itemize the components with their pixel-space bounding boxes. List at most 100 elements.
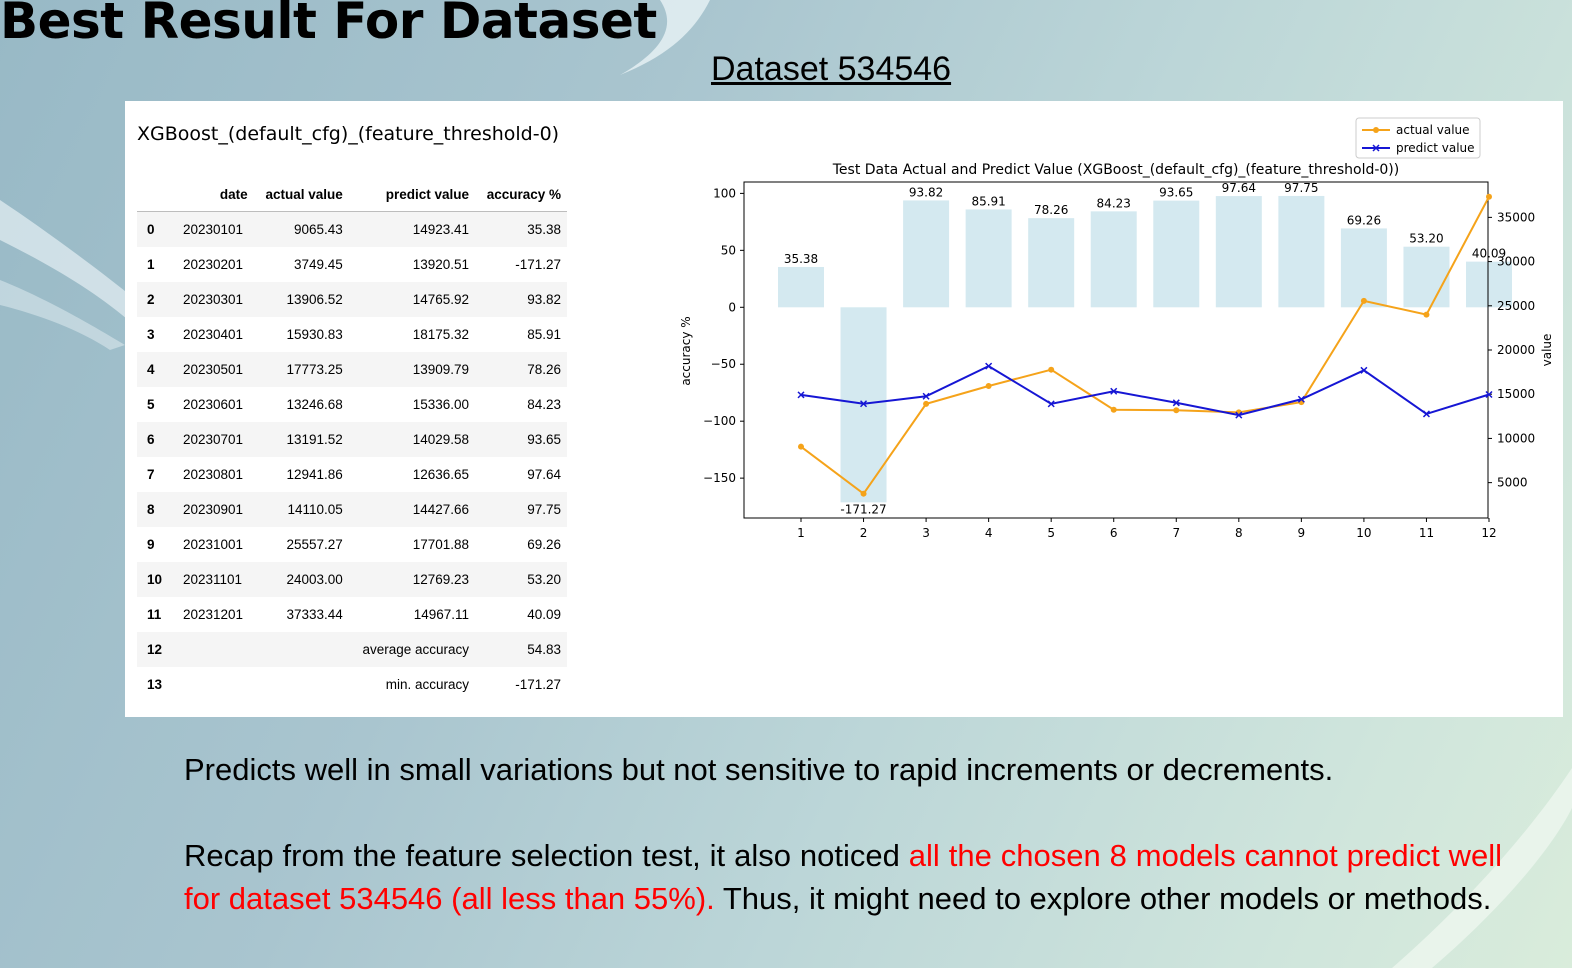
chart-title: Test Data Actual and Predict Value (XGBo… [832,162,1400,178]
row-accuracy: 84.23 [527,397,561,412]
actual-value-point [860,490,867,497]
row-index: 6 [147,432,155,447]
y-tick-label: 0 [728,300,736,314]
row-date: 20230601 [183,397,244,412]
row-index: 10 [147,572,163,587]
accuracy-bar [1278,195,1325,308]
row-date: 20230101 [183,222,244,237]
y-tick-label: 50 [721,243,736,257]
y2-tick-label: 5000 [1497,476,1528,490]
column-header-date: date [179,177,254,212]
row-actual-value: 14110.05 [287,502,343,517]
y-tick-label: −100 [703,414,736,428]
x-tick-label: 10 [1356,526,1371,540]
column-header-index [137,177,179,212]
row-index: 4 [147,362,155,377]
row-date: 20230201 [183,257,244,272]
accuracy-bar [1215,196,1262,308]
bar-value-label: -171.27 [840,502,886,516]
row-accuracy: 35.38 [527,222,561,237]
x-tick-label: 3 [922,526,930,540]
recap-text-start: Recap from the feature selection test, i… [184,838,909,873]
bar-value-label: 97.75 [1284,181,1318,195]
row-actual-value: 17773.25 [286,362,343,377]
y2-tick-label: 30000 [1497,255,1535,269]
x-tick-label: 2 [860,526,868,540]
row-actual-value: 13246.68 [286,397,343,412]
x-tick-label: 1 [797,526,805,540]
results-panel: XGBoost_(default_cfg)_(feature_threshold… [125,101,1563,717]
table-header-row: date actual value predict value accuracy… [137,177,567,212]
y-tick-label: −50 [711,357,736,371]
table-row: 10 20231101 24003.00 12769.23 53.20 [137,562,567,597]
row-date: 20231201 [183,607,244,622]
row-actual-value: 12941.86 [286,467,343,482]
x-tick-label: 6 [1110,526,1118,540]
slide-title: Best Result For Dataset [0,0,657,50]
row-actual-value: 9065.43 [293,222,343,237]
row-actual-value: 37333.44 [286,607,343,622]
row-date: 20231101 [183,572,243,587]
actual-value-point [1423,311,1430,318]
row-index: 7 [147,467,155,482]
table-row: 6 20230701 13191.52 14029.58 93.65 [137,422,567,457]
row-date: 20231001 [183,537,244,552]
predict-value-point [1485,390,1493,399]
legend-label: actual value [1396,123,1470,137]
bar-value-label: 97.64 [1222,181,1256,195]
predict-value-point [797,391,805,399]
table-row: 11 20231201 37333.44 14967.11 40.09 [137,597,567,632]
predict-value-point [1422,410,1430,418]
predict-value-point [1297,395,1305,403]
y2-tick-label: 35000 [1497,210,1535,224]
table-body: 0 20230101 9065.43 14923.41 35.38 1 20230201 37… [137,211,567,703]
predict-value-point [922,392,930,400]
accuracy-value-chart: 35.38 -171.27 93.82 85.91 78.26 84.23 93.65 97.… [679,117,1554,540]
row-actual-value: 13906.52 [286,292,343,307]
row-predict-value: 14427.66 [412,502,470,517]
recap-text-highlight: all the chosen 8 models cannot predict w… [184,838,1502,916]
y2-tick-label: 25000 [1497,299,1535,313]
row-index: 2 [147,292,155,307]
bar-value-label: 84.23 [1097,196,1131,210]
row-predict-value: 12636.65 [412,467,470,482]
actual-value-point [1360,297,1367,304]
row-predict-value: min. accuracy [385,677,470,692]
row-actual-value: 3749.45 [293,257,343,272]
table-row: 8 20230901 14110.05 14427.66 97.75 [137,492,567,527]
actual-value-point [1173,407,1180,414]
observation-text: Predicts well in small variations but no… [184,752,1334,787]
bar-value-label: 85.91 [971,194,1005,208]
y2-tick-label: 15000 [1497,387,1535,401]
x-tick-label: 4 [985,526,993,540]
row-accuracy: -171.27 [515,677,561,692]
row-accuracy: -171.27 [515,257,561,272]
accuracy-bar [1466,261,1512,308]
predict-value-point [1360,366,1368,374]
table-row: 9 20231001 25557.27 17701.88 69.26 [137,527,567,562]
table-row: 12 average accuracy 54.83 [137,632,567,667]
table-row: 1 20230201 3749.45 13920.51 -171.27 [137,247,567,282]
row-predict-value: 15336.00 [412,397,470,412]
predict-value-point [1235,411,1243,419]
row-predict-value: 12769.23 [412,572,470,587]
row-accuracy: 97.64 [527,467,561,482]
row-date: 20230901 [183,502,244,517]
accuracy-bar [903,200,950,308]
actual-value-point [923,400,930,407]
row-index: 12 [147,642,163,657]
table-row: 5 20230601 13246.68 15336.00 84.23 [137,387,567,422]
bar-value-label: 69.26 [1347,213,1381,227]
row-actual-value: 15930.83 [286,327,343,342]
row-date: 20230401 [183,327,244,342]
row-accuracy: 40.09 [527,607,561,622]
predict-value-point [1047,400,1055,408]
predict-value-point [1172,399,1180,407]
row-accuracy: 78.26 [527,362,561,377]
column-header-predict-value: predict value [348,177,476,212]
table-title: XGBoost_(default_cfg)_(feature_threshold… [137,123,560,145]
bar-value-label: 53.20 [1409,232,1443,246]
y2-tick-label: 10000 [1497,431,1535,445]
legend-marker [1373,127,1379,133]
row-predict-value: 13909.79 [412,362,470,377]
